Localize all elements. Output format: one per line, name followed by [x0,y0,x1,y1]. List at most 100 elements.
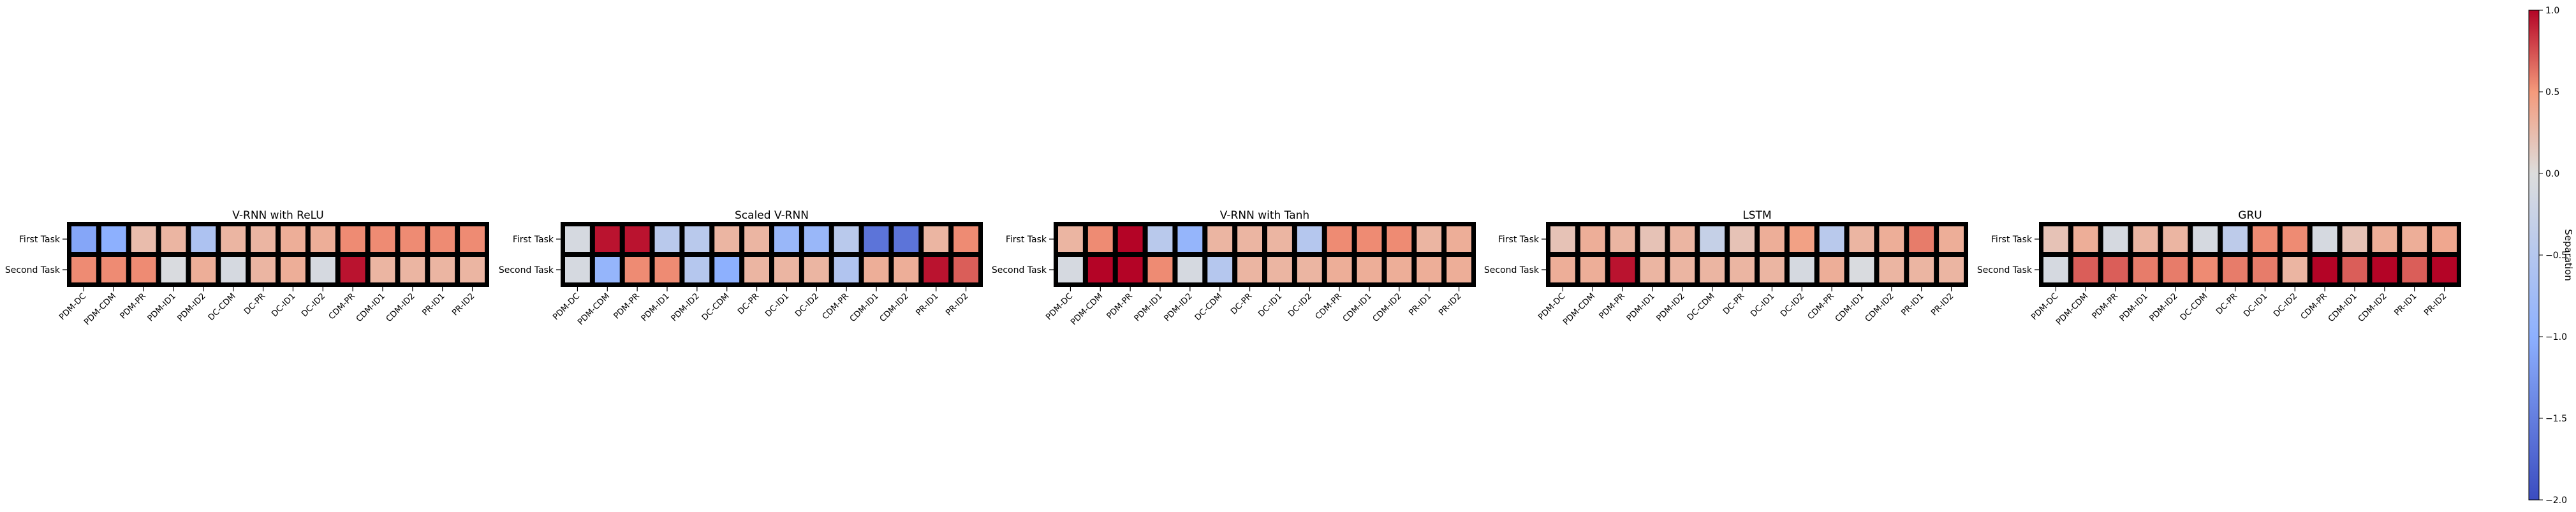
panel-title: V-RNN with Tanh [1220,209,1309,222]
y-tick-label: Second Task [499,265,554,275]
heatmap-cell [71,226,96,252]
heatmap-cell [281,257,305,282]
x-tick-label: CDM-ID2 [1371,291,1404,324]
heatmap-cell [1297,226,1322,252]
heatmap-cell [1789,257,1814,282]
heatmap-cell [774,257,799,282]
heatmap-cell [1357,226,1382,252]
x-tick-label: PR-ID2 [1437,291,1463,318]
heatmap-cell [1207,226,1233,252]
heatmap-cell [430,226,455,252]
heatmap-cell [594,257,620,282]
x-tick-label: CDM-ID2 [1864,291,1896,324]
heatmap-cell [744,257,769,282]
heatmap-cell [1819,226,1844,252]
heatmap-cell [1730,226,1755,252]
heatmap-cell [101,226,126,252]
heatmap-cell [2043,226,2068,252]
heatmap-cell [101,257,126,282]
heatmap-cell [804,226,829,252]
x-tick-label: DC-ID2 [793,291,821,319]
heatmap-cell [624,226,650,252]
heatmap-cell [1177,257,1203,282]
x-tick-label: DC-CDM [700,291,732,323]
x-tick-label: DC-ID1 [763,291,791,319]
colorbar-label: Separation [2563,229,2574,281]
heatmap-cell [714,226,740,252]
x-tick-label: PDM-PR [1105,291,1135,321]
heatmap-cell [1849,257,1874,282]
heatmap-cell [2193,257,2218,282]
x-tick-label: PR-ID1 [1899,291,1925,318]
x-tick-label: DC-CDM [1686,291,1717,323]
x-tick-label: DC-ID1 [270,291,297,319]
heatmap-cell [161,226,186,252]
heatmap-cell [1417,226,1442,252]
heatmap-cell [1417,257,1442,282]
x-tick-label: PDM-CDM [2054,291,2090,327]
heatmap-cell [2312,257,2337,282]
x-tick-label: CDM-ID1 [2327,291,2359,324]
colorbar-tick-label: 0.0 [2545,169,2559,179]
heatmap-cell [1760,226,1785,252]
x-tick-label: DC-CDM [207,291,238,323]
colorbar [2528,10,2540,501]
heatmap-cell [400,257,425,282]
heatmap-cell [1147,257,1173,282]
heatmap-cell [2402,226,2427,252]
heatmap-cell [1267,226,1292,252]
x-tick-label: PDM-CDM [1069,291,1105,327]
x-tick-label: PR-ID1 [1407,291,1433,318]
heatmap-cell [460,257,485,282]
heatmap-cell [2163,257,2188,282]
x-tick-label: CDM-PR [1806,291,1836,321]
heatmap-cell [161,257,186,282]
heatmap-cell [1267,257,1292,282]
x-tick-label: CDM-ID1 [1834,291,1866,324]
x-tick-label: PDM-ID1 [2118,291,2150,323]
x-tick-label: DC-PR [736,291,761,316]
x-tick-label: PDM-ID1 [146,291,178,323]
x-tick-label: DC-ID1 [1749,291,1776,319]
heatmap-cell [1939,257,1964,282]
heatmap-cell [2073,257,2098,282]
x-tick-label: CDM-PR [1314,291,1344,321]
heatmap-cell [221,257,246,282]
heatmap-frame [561,222,983,287]
heatmap-cell [1058,257,1083,282]
heatmap-cell [2253,226,2278,252]
heatmap-cell [221,226,246,252]
x-tick-label: DC-ID2 [300,291,327,319]
x-tick-label: DC-ID2 [2272,291,2299,319]
heatmap-cell [654,257,680,282]
heatmap-cell [1058,226,1083,252]
heatmap-cell [1610,257,1635,282]
x-tick-label: PR-ID2 [450,291,476,318]
heatmap-cell [1760,257,1785,282]
panel-title: Scaled V-RNN [735,209,809,222]
heatmap-cell [2282,226,2307,252]
heatmap-cell [1177,226,1203,252]
x-tick-label: PDM-PR [2091,291,2120,321]
x-tick-label: PDM-ID2 [2148,291,2180,323]
heatmap-cell [1147,226,1173,252]
heatmap-cell [191,257,216,282]
heatmap-cell [2223,226,2248,252]
x-tick-label: CDM-PR [2299,291,2329,321]
x-tick-label: PDM-ID2 [670,291,702,323]
heatmap-cell [2223,257,2248,282]
heatmap-cell [565,257,590,282]
x-tick-label: PDM-DC [551,291,582,322]
heatmap-cell [924,257,949,282]
heatmap-cell [2043,257,2068,282]
heatmap-cell [310,226,335,252]
x-tick-label: PR-ID1 [914,291,940,318]
heatmap-cell [1789,226,1814,252]
heatmap-cell [1087,226,1113,252]
x-tick-label: PDM-ID2 [1163,291,1195,323]
x-tick-label: PDM-PR [119,291,148,321]
x-tick-label: DC-PR [1721,291,1746,316]
heatmap-cell [1327,257,1352,282]
heatmap-cell [1387,226,1412,252]
